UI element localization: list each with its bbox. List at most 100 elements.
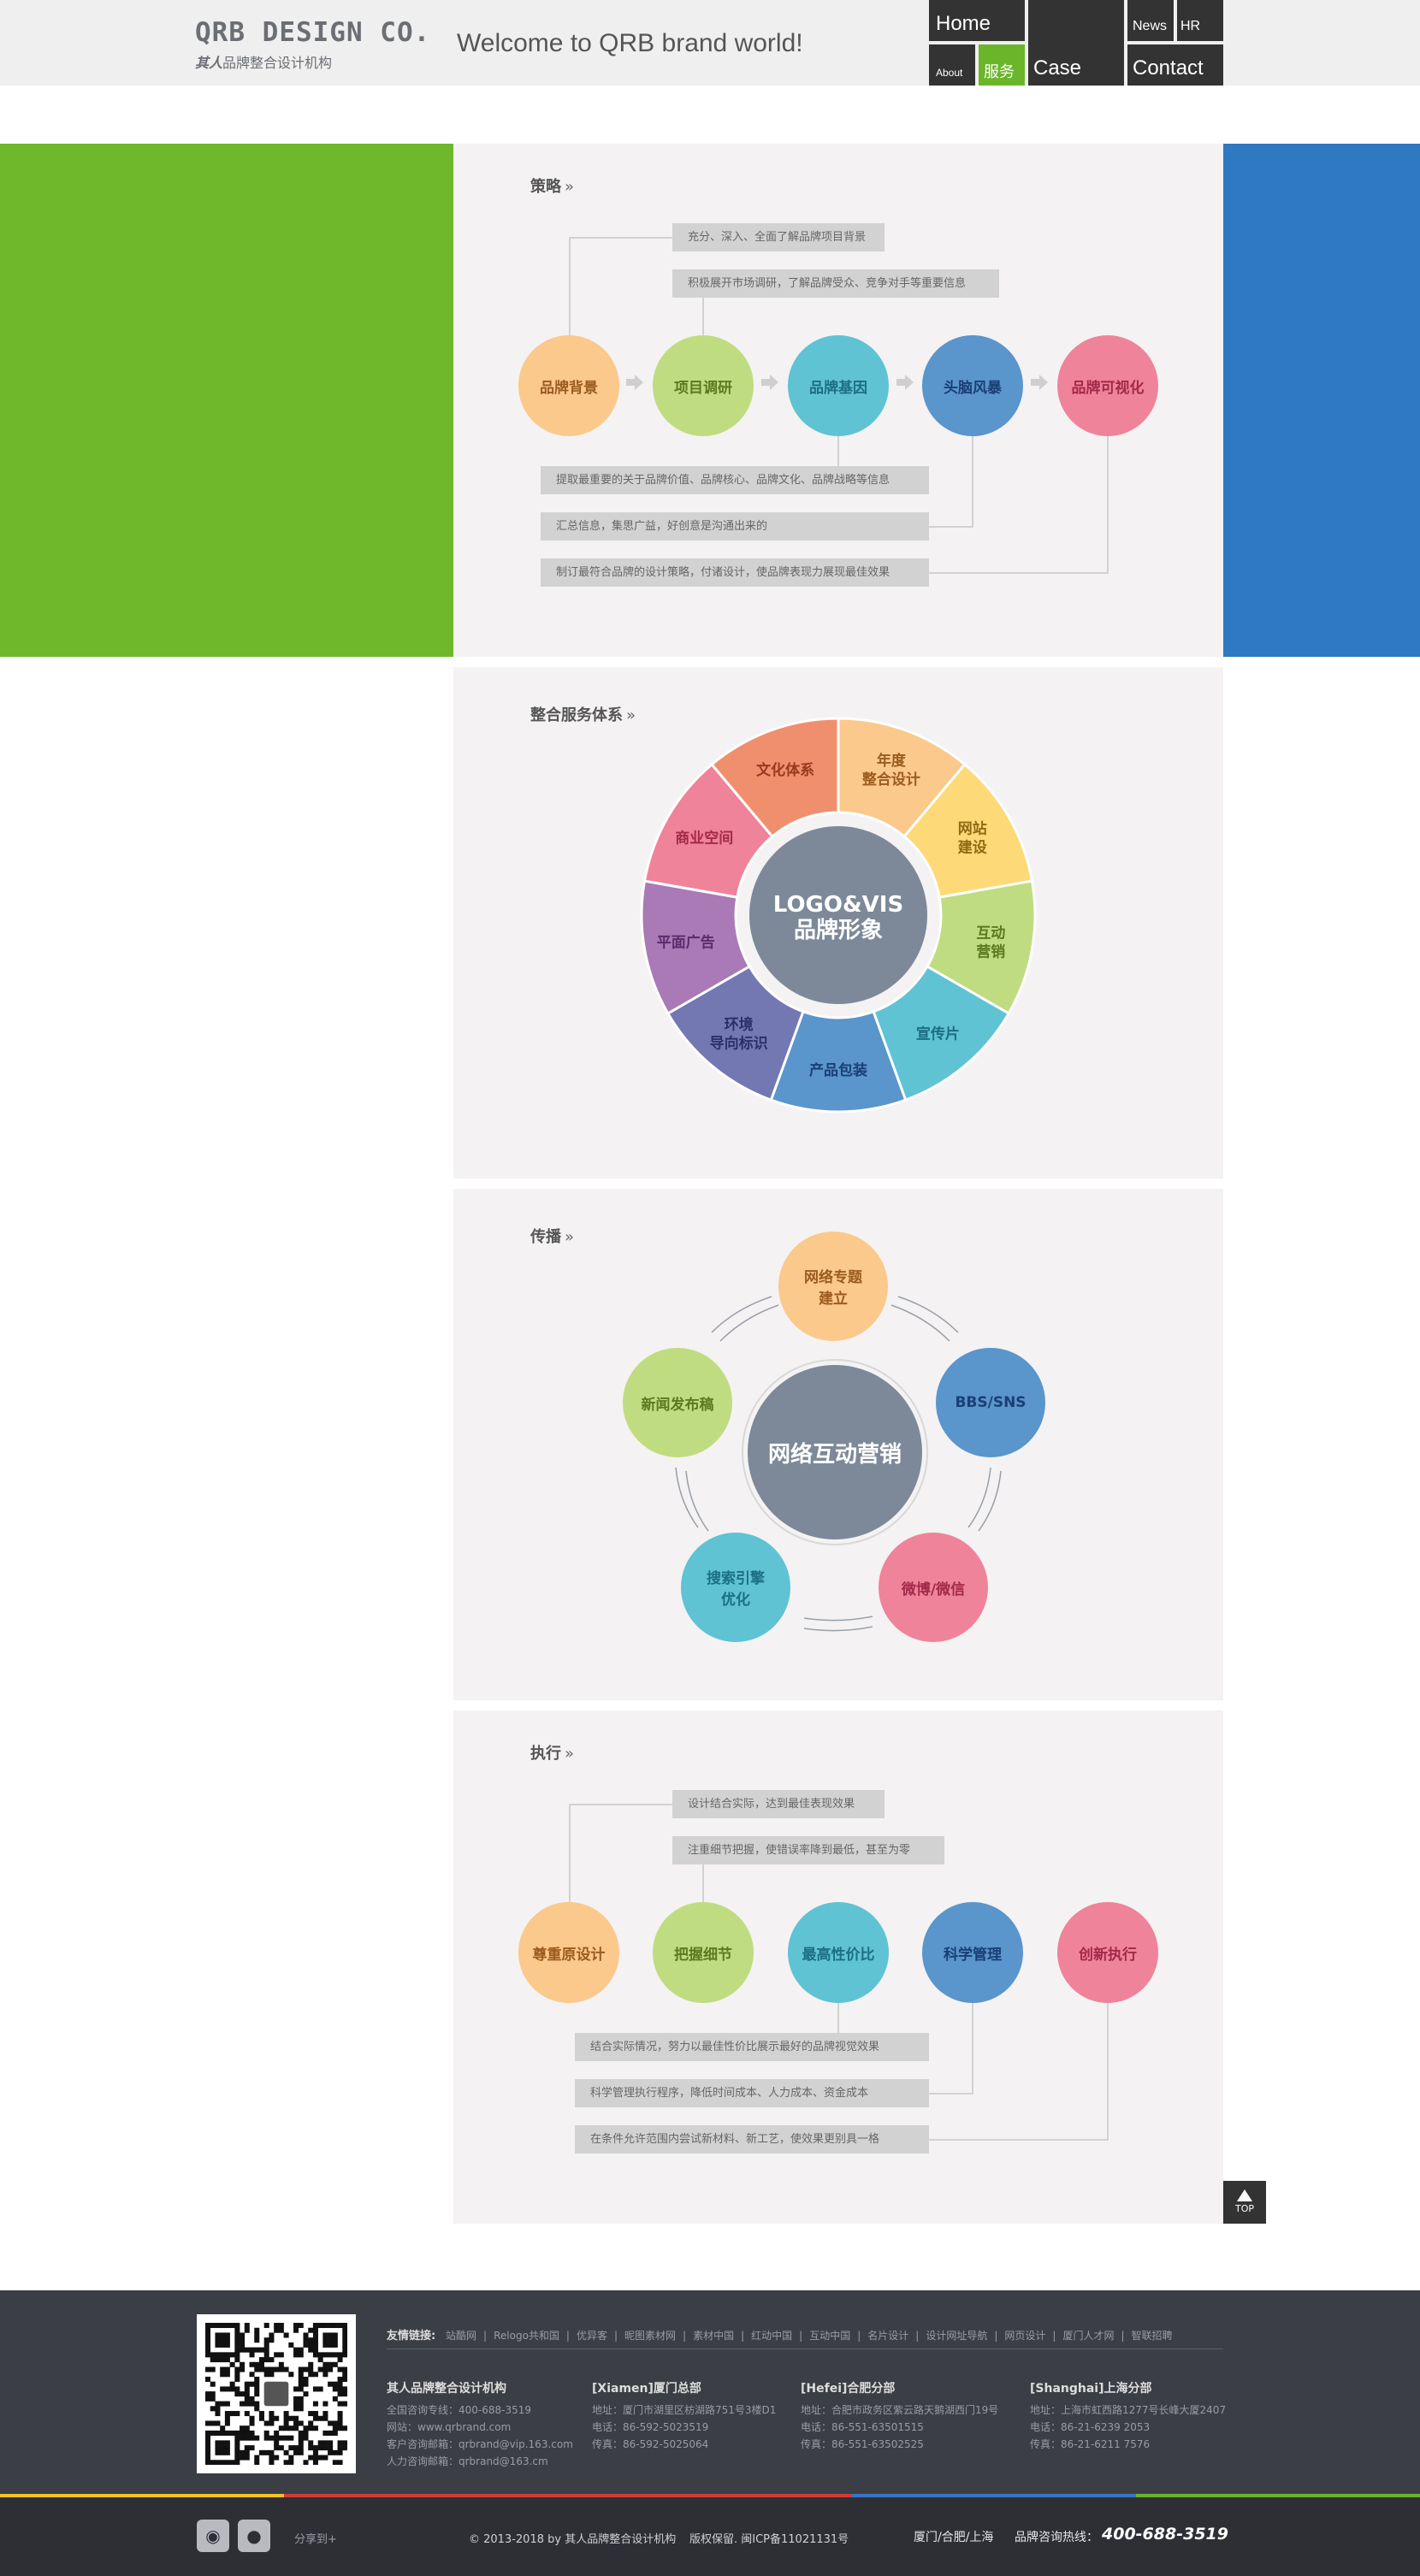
qr-module: [205, 2449, 211, 2455]
strategy-title-text: 策略: [530, 178, 561, 196]
nav-home[interactable]: Home: [929, 0, 1025, 41]
nav-case[interactable]: Case: [1028, 0, 1124, 86]
curved-arrow: [711, 1296, 772, 1333]
qr-module: [308, 2440, 314, 2446]
qr-module: [337, 2323, 343, 2329]
qr-module: [254, 2327, 260, 2333]
qr-module: [303, 2366, 309, 2372]
friend-link[interactable]: 厦门人才网: [1062, 2330, 1115, 2342]
qr-module: [303, 2337, 309, 2343]
qr-module: [205, 2347, 211, 2353]
nav-service-label: 服务: [984, 63, 1015, 80]
nav-hr[interactable]: HR: [1177, 0, 1223, 41]
nav-contact[interactable]: Contact: [1127, 44, 1223, 86]
qr-module: [342, 2323, 348, 2329]
qr-module: [274, 2430, 280, 2436]
qr-module: [234, 2430, 240, 2436]
wheel-segment-label: 年度: [877, 752, 907, 770]
strategy-note: 提取最重要的关于品牌价值、品牌核心、品牌文化、品牌战略等信息: [541, 466, 929, 494]
link-separator: |: [994, 2330, 998, 2342]
qr-code-pattern: [205, 2323, 348, 2466]
qr-module: [220, 2449, 226, 2455]
qr-module: [337, 2420, 343, 2426]
weibo-share-icon[interactable]: ◉: [197, 2520, 229, 2552]
qr-module: [317, 2415, 323, 2421]
qr-module: [308, 2361, 314, 2367]
qr-module: [293, 2415, 299, 2421]
qr-module: [312, 2445, 318, 2451]
friend-link[interactable]: 智联招聘: [1131, 2330, 1173, 2342]
qr-module: [215, 2352, 221, 2358]
copyright: © 2013-2018 by 其人品牌整合设计机构: [469, 2533, 677, 2546]
qr-module: [278, 2361, 284, 2367]
friend-link[interactable]: 昵图素材网: [624, 2330, 677, 2342]
qr-module: [269, 2337, 275, 2343]
friend-link[interactable]: 名片设计: [867, 2330, 909, 2342]
friend-links-list: 站酷网 | Relogo共和国 | 优异客 | 昵图素材网 | 素材中国 | 红动中国 | 互动中国 | 名…: [439, 2330, 1180, 2342]
back-to-top-button[interactable]: TOP: [1223, 2181, 1266, 2224]
strategy-note: 充分、深入、全面了解品牌项目背景: [672, 223, 885, 251]
qr-module: [308, 2337, 314, 2343]
qr-module: [215, 2430, 221, 2436]
qr-module: [205, 2327, 211, 2333]
color-stripe: [0, 2494, 284, 2498]
share-label[interactable]: 分享到+: [294, 2533, 337, 2546]
step-innovative-execution: 创新执行: [1057, 1902, 1158, 2003]
nav-news[interactable]: News: [1127, 0, 1174, 41]
qq-share-icon[interactable]: ●: [238, 2520, 270, 2552]
qr-module: [249, 2415, 255, 2421]
qr-module: [263, 2435, 269, 2441]
friend-link[interactable]: 站酷网: [446, 2330, 477, 2342]
friend-link[interactable]: 素材中国: [693, 2330, 735, 2342]
qr-module: [298, 2449, 304, 2455]
qr-module: [303, 2425, 309, 2431]
qr-module: [298, 2372, 304, 2378]
qr-module: [337, 2391, 343, 2397]
qr-module: [337, 2376, 343, 2382]
qr-module: [317, 2445, 323, 2451]
office-name: [Xiamen]厦门总部: [592, 2382, 701, 2396]
qr-module: [205, 2396, 211, 2402]
nav-about[interactable]: About: [929, 44, 975, 86]
qr-module: [328, 2323, 334, 2329]
execute-connectors: [569, 1804, 1109, 2141]
office-line: 地址：上海市虹西路1277号长峰大厦2407: [1030, 2404, 1227, 2416]
curved-arrow: [803, 1616, 873, 1622]
qr-module: [332, 2342, 338, 2348]
execute-note: 结合实际情况，努力以最佳性价比展示最好的品牌视觉效果: [575, 2033, 929, 2061]
execute-note: 在条件允许范围内尝试新材料、新工艺，使效果更别具一格: [575, 2125, 929, 2154]
qr-module: [254, 2337, 260, 2343]
services-panel: 整合服务体系» 年度 整合设计 网站 建设 互动 营销 宣传片 产品包装 环境 导向标识 平面广告 商…: [453, 667, 1223, 1179]
friend-link[interactable]: 红动中国: [751, 2330, 793, 2342]
qr-module: [234, 2342, 240, 2348]
friend-link[interactable]: 互动中国: [809, 2330, 851, 2342]
qr-module: [293, 2406, 299, 2412]
qr-module: [210, 2381, 216, 2387]
friend-link[interactable]: 优异客: [576, 2330, 607, 2342]
qr-logo: [263, 2381, 289, 2407]
nav-case-label: Case: [1033, 56, 1082, 80]
cities: 厦门/合肥/上海: [914, 2531, 994, 2544]
qr-module: [210, 2460, 216, 2466]
friend-link[interactable]: 网页设计: [1004, 2330, 1046, 2342]
qr-module: [254, 2332, 260, 2338]
qr-module: [308, 2372, 314, 2378]
qr-module: [244, 2411, 250, 2417]
nav-service[interactable]: 服务: [979, 44, 1025, 86]
link-separator: |: [683, 2330, 687, 2342]
friend-link[interactable]: Relogo共和国: [494, 2330, 559, 2342]
qr-module: [269, 2411, 275, 2417]
qr-module: [263, 2366, 269, 2372]
qr-module: [269, 2435, 275, 2441]
qr-module: [229, 2352, 235, 2358]
arrow-right-icon: [1031, 375, 1048, 390]
qr-module: [293, 2425, 299, 2431]
qr-module: [274, 2440, 280, 2446]
logo-wordmark[interactable]: QRB DESIGN CO.: [195, 17, 431, 48]
qr-module: [298, 2347, 304, 2353]
qr-module: [220, 2372, 226, 2378]
office-name: [Hefei]合肥分部: [801, 2382, 896, 2396]
spread-title-text: 传播: [530, 1228, 561, 1246]
qr-module: [308, 2455, 314, 2461]
friend-link[interactable]: 设计网址导航: [926, 2330, 988, 2342]
